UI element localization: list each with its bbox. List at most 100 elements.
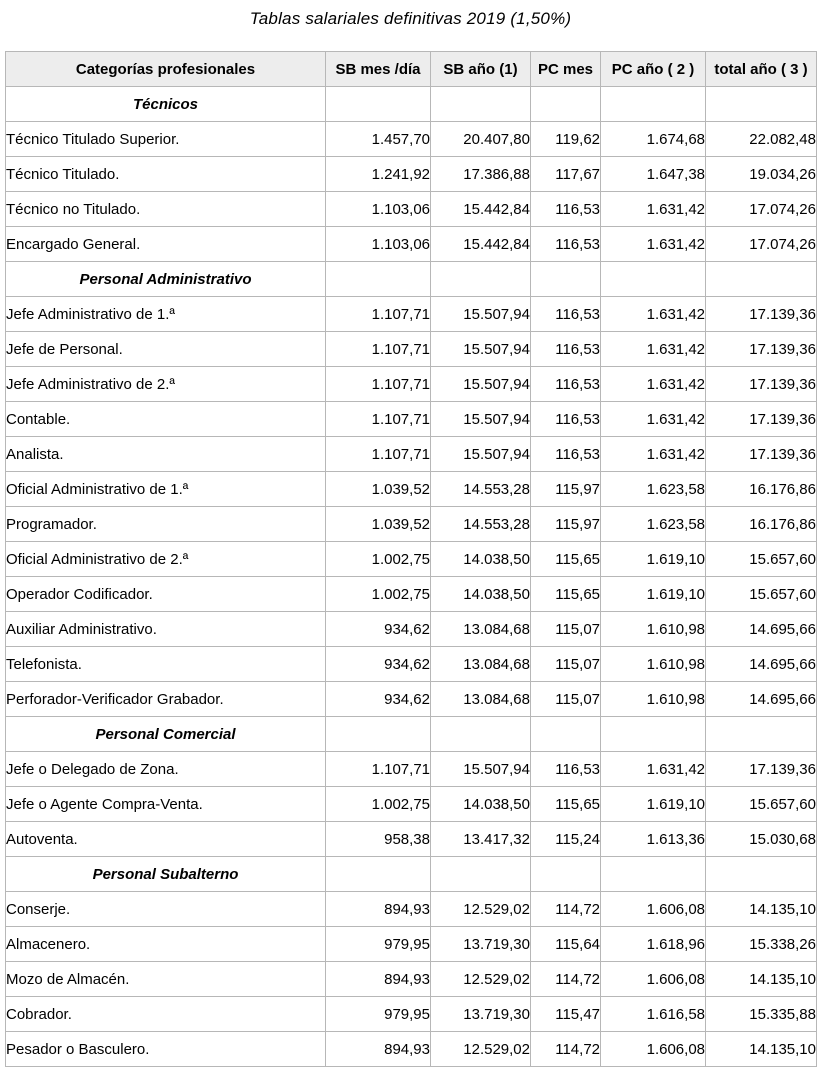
value-cell: 934,62 [325, 611, 431, 647]
value-cell: 14.695,66 [705, 646, 817, 682]
value-cell: 115,07 [530, 646, 601, 682]
value-cell: 17.139,36 [705, 366, 817, 402]
table-row: Oficial Administrativo de 1.ª 1.039,52 14.… [5, 471, 817, 507]
value-cell: 14.038,50 [430, 786, 531, 822]
table-row: Encargado General. 1.103,06 15.442,84 116,5… [5, 226, 817, 262]
value-cell: 116,53 [530, 401, 601, 437]
value-cell [705, 261, 817, 297]
value-cell: 1.631,42 [600, 296, 706, 332]
value-cell: 20.407,80 [430, 121, 531, 157]
value-cell: 15.507,94 [430, 436, 531, 472]
category-cell: Pesador o Basculero. [5, 1031, 326, 1067]
value-cell: 15.657,60 [705, 541, 817, 577]
table-row: Jefe de Personal. 1.107,71 15.507,94 116,53… [5, 331, 817, 367]
value-cell [600, 856, 706, 892]
category-cell: Contable. [5, 401, 326, 437]
section-label: Personal Comercial [5, 716, 326, 752]
header-pc-mes: PC mes [530, 51, 601, 87]
value-cell: 1.610,98 [600, 646, 706, 682]
salary-table: Categorías profesionales SB mes /día SB … [5, 51, 817, 1067]
category-cell: Oficial Administrativo de 1.ª [5, 471, 326, 507]
value-cell: 13.084,68 [430, 611, 531, 647]
value-cell: 16.176,86 [705, 506, 817, 542]
value-cell: 115,97 [530, 506, 601, 542]
value-cell: 17.139,36 [705, 331, 817, 367]
value-cell: 1.241,92 [325, 156, 431, 192]
section-label: Personal Administrativo [5, 261, 326, 297]
value-cell: 16.176,86 [705, 471, 817, 507]
value-cell: 14.553,28 [430, 471, 531, 507]
table-row: Jefe Administrativo de 1.ª 1.107,71 15.507… [5, 296, 817, 332]
value-cell: 15.442,84 [430, 191, 531, 227]
table-row: Jefe o Delegado de Zona. 1.107,71 15.507,9… [5, 751, 817, 787]
value-cell: 12.529,02 [430, 891, 531, 927]
value-cell [600, 716, 706, 752]
header-sb-ano: SB año (1) [430, 51, 531, 87]
table-row: Técnico Titulado Superior. 1.457,70 20.407… [5, 121, 817, 157]
value-cell: 12.529,02 [430, 961, 531, 997]
table-row: Técnico Titulado. 1.241,92 17.386,88 117,67… [5, 156, 817, 192]
table-row: Mozo de Almacén. 894,93 12.529,02 114,72 1.6… [5, 961, 817, 997]
value-cell: 15.507,94 [430, 751, 531, 787]
salary-table-header: Categorías profesionales SB mes /día SB … [5, 51, 817, 87]
header-sb-mes-dia: SB mes /día [325, 51, 431, 87]
value-cell: 1.616,58 [600, 996, 706, 1032]
value-cell: 1.631,42 [600, 436, 706, 472]
table-row: Técnico no Titulado. 1.103,06 15.442,84 116… [5, 191, 817, 227]
value-cell: 12.529,02 [430, 1031, 531, 1067]
value-cell: 115,65 [530, 541, 601, 577]
table-row: Perforador-Verificador Grabador. 934,62 13… [5, 681, 817, 717]
value-cell: 958,38 [325, 821, 431, 857]
value-cell [600, 261, 706, 297]
value-cell [530, 716, 601, 752]
value-cell [325, 86, 431, 122]
value-cell: 1.457,70 [325, 121, 431, 157]
value-cell: 115,97 [530, 471, 601, 507]
value-cell: 116,53 [530, 331, 601, 367]
value-cell: 1.002,75 [325, 576, 431, 612]
value-cell: 17.139,36 [705, 401, 817, 437]
value-cell: 1.002,75 [325, 541, 431, 577]
value-cell: 15.507,94 [430, 401, 531, 437]
section-row: Técnicos [5, 86, 817, 122]
value-cell: 14.038,50 [430, 541, 531, 577]
value-cell: 115,65 [530, 786, 601, 822]
value-cell: 894,93 [325, 1031, 431, 1067]
category-cell: Jefe o Agente Compra-Venta. [5, 786, 326, 822]
value-cell: 1.103,06 [325, 191, 431, 227]
value-cell: 15.507,94 [430, 366, 531, 402]
value-cell: 116,53 [530, 751, 601, 787]
value-cell: 114,72 [530, 961, 601, 997]
value-cell: 114,72 [530, 891, 601, 927]
value-cell: 14.695,66 [705, 611, 817, 647]
value-cell: 14.038,50 [430, 576, 531, 612]
value-cell: 115,65 [530, 576, 601, 612]
value-cell: 15.030,68 [705, 821, 817, 857]
value-cell: 1.618,96 [600, 926, 706, 962]
value-cell: 14.135,10 [705, 891, 817, 927]
value-cell: 1.631,42 [600, 751, 706, 787]
value-cell [530, 856, 601, 892]
category-cell: Perforador-Verificador Grabador. [5, 681, 326, 717]
category-cell: Almacenero. [5, 926, 326, 962]
value-cell: 114,72 [530, 1031, 601, 1067]
value-cell: 1.039,52 [325, 506, 431, 542]
value-cell: 15.442,84 [430, 226, 531, 262]
value-cell [705, 86, 817, 122]
category-cell: Cobrador. [5, 996, 326, 1032]
value-cell [325, 856, 431, 892]
category-cell: Analista. [5, 436, 326, 472]
section-label: Técnicos [5, 86, 326, 122]
category-cell: Auxiliar Administrativo. [5, 611, 326, 647]
category-cell: Técnico Titulado. [5, 156, 326, 192]
value-cell: 1.623,58 [600, 471, 706, 507]
value-cell: 1.107,71 [325, 436, 431, 472]
value-cell: 116,53 [530, 436, 601, 472]
value-cell [430, 856, 531, 892]
value-cell: 1.606,08 [600, 1031, 706, 1067]
value-cell: 1.610,98 [600, 681, 706, 717]
value-cell: 116,53 [530, 296, 601, 332]
value-cell: 1.631,42 [600, 331, 706, 367]
value-cell: 17.074,26 [705, 191, 817, 227]
table-row: Jefe o Agente Compra-Venta. 1.002,75 14.03… [5, 786, 817, 822]
